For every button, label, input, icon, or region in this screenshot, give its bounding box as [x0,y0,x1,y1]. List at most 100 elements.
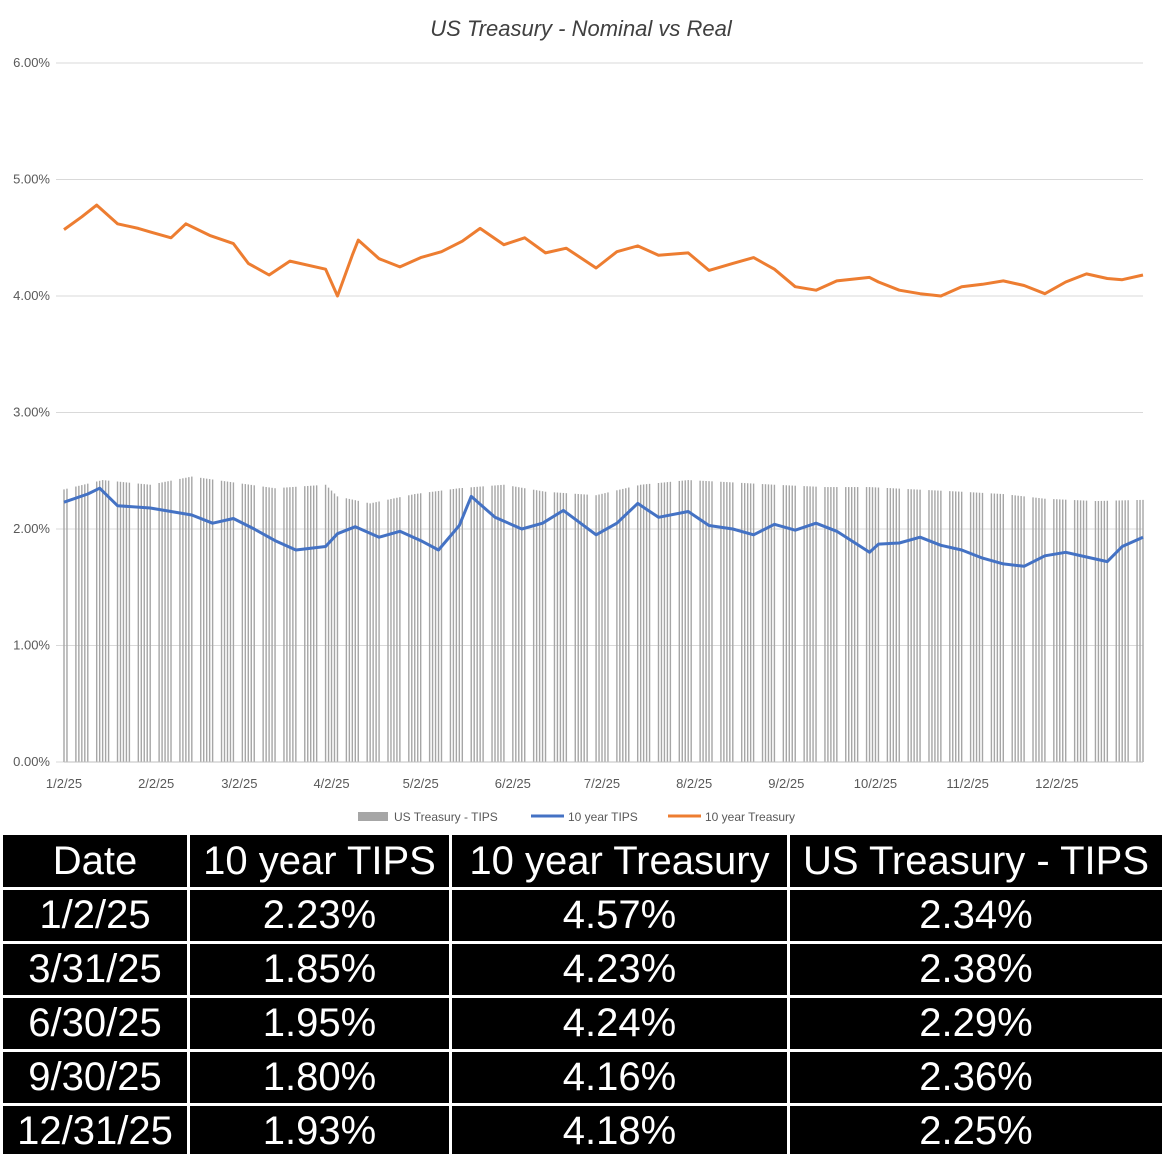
spread-bar [557,493,558,762]
spread-bar [563,493,564,762]
cell-treasury: 4.57% [451,889,789,943]
spread-bar [375,502,376,762]
spread-bar [1127,500,1128,762]
spread-bar [575,494,576,762]
header-10-year-treasury: 10 year Treasury [451,834,789,889]
spread-bar [583,494,584,762]
spread-bar [1059,499,1060,762]
spread-bar [1000,494,1001,762]
spread-bar [254,485,255,762]
spread-bar [191,477,192,762]
spread-bar [369,503,370,762]
spread-bar [96,482,97,762]
spread-bar [679,481,680,762]
spread-bar [997,494,998,762]
spread-bar [283,488,284,762]
x-tick-label: 4/2/25 [313,776,349,791]
spread-bar [316,485,317,762]
spread-bar [533,490,534,762]
spread-bar [399,497,400,762]
spread-bar [1044,499,1045,762]
spread-bar [765,484,766,762]
spread-bar [358,501,359,762]
spread-bar [200,478,201,762]
spread-bar [435,491,436,762]
spread-bar [494,485,495,762]
spread-bar [708,481,709,762]
spread-bar [723,482,724,762]
spread-bar [682,481,683,762]
spread-bar [545,492,546,762]
spread-bar [102,480,103,762]
spread-bar [1101,501,1102,762]
legend-label: 10 year Treasury [705,810,795,824]
spread-bar [479,487,480,762]
spread-bar [349,499,350,762]
spread-bar [637,485,638,762]
spread-bar [955,491,956,762]
spread-bar [482,486,483,762]
spread-bar [417,494,418,762]
spread-bar [607,492,608,762]
y-tick-label: 2.00% [13,521,50,536]
cell-spread: 2.34% [789,889,1162,943]
spread-bar [188,477,189,762]
spread-bar [274,488,275,762]
y-tick-label: 3.00% [13,405,50,420]
spread-bar [87,484,88,762]
y-tick-label: 1.00% [13,638,50,653]
spread-bar [459,488,460,762]
spread-bar [976,493,977,762]
spread-bar [622,489,623,762]
spread-bar [179,479,180,762]
spread-bar [1035,498,1036,762]
spread-bar [78,486,79,762]
spread-bar [661,483,662,762]
spread-bar [185,478,186,762]
spread-bar [1095,501,1096,762]
spread-bar [628,488,629,762]
spread-bar [307,486,308,762]
spread-bar [1062,500,1063,762]
x-tick-label: 7/2/25 [584,776,620,791]
spread-bar [1124,500,1125,762]
spread-bar [75,487,76,762]
spread-bar [420,493,421,762]
spread-bar [387,500,388,762]
spread-bar [747,483,748,762]
spread-bar [1086,501,1087,762]
spread-bar [958,492,959,762]
spread-bar [304,486,305,762]
spread-bar [81,485,82,762]
spread-bar [991,493,992,762]
spread-bar [126,482,127,762]
spread-bar [812,487,813,762]
spread-bar [875,487,876,762]
spread-bar [720,482,721,762]
spread-bar [536,490,537,762]
spread-bar [940,491,941,762]
10-year-tips-line [64,488,1143,566]
spread-bar [845,487,846,762]
spread-bar [1107,501,1108,762]
spread-bar [670,482,671,762]
spread-bar [753,484,754,762]
spread-bar [497,485,498,762]
spread-bar [1032,497,1033,762]
table-row: 1/2/25 2.23% 4.57% 2.34% [2,889,1162,943]
spread-bar [979,493,980,762]
spread-bar [878,488,879,762]
spread-bar [1065,500,1066,762]
spread-bar [857,487,858,762]
spread-bar [887,488,888,762]
x-tick-label: 12/2/25 [1035,776,1078,791]
spread-bar [667,482,668,762]
spread-bar [286,487,287,762]
spread-bar [352,500,353,762]
spread-bar [982,493,983,762]
table-row: 9/30/25 1.80% 4.16% 2.36% [2,1051,1162,1105]
spread-bar [851,487,852,762]
spread-bar [1038,498,1039,762]
spread-bar [928,490,929,762]
spread-bar [99,481,100,762]
